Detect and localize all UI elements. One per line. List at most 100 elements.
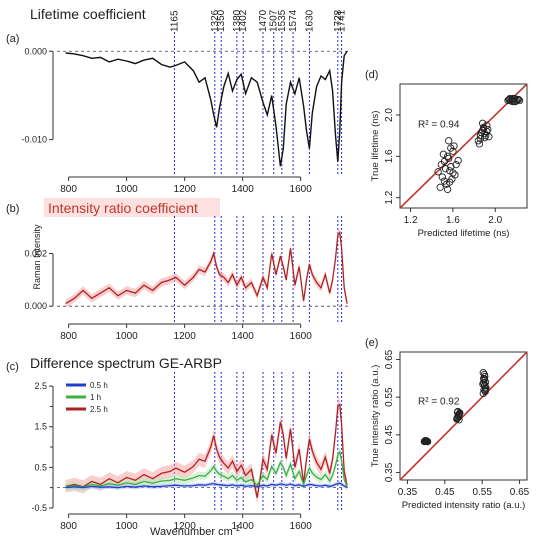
panel-label-b: (b) [6, 203, 19, 215]
panel-label-e: (e) [365, 337, 378, 349]
panel-c-xlabel: Wavenumber cm-1 [150, 524, 240, 538]
panel-b-title-highlight [44, 198, 220, 217]
panel-c-title: Difference spectrum GE-ARBP [30, 355, 222, 371]
wavenumber-label: 1326 [210, 9, 221, 32]
x-tick-label-e: 0.45 [435, 487, 455, 498]
x-tick-label-c: 800 [60, 521, 77, 532]
panel-b-title: Intensity ratio coefficient [48, 200, 198, 216]
data-point-d [449, 169, 457, 177]
x-tick-label-c: 1600 [290, 521, 313, 532]
wavenumber-label: 1630 [304, 9, 315, 32]
wavenumber-label: 1165 [169, 10, 180, 32]
panel-label-a: (a) [6, 33, 19, 45]
data-point-e [422, 437, 430, 445]
y-tick-label-c: 1.5 [34, 422, 47, 432]
data-point-d [478, 119, 487, 127]
wavenumber-label: 1507 [269, 9, 280, 32]
series-line-red [65, 402, 348, 498]
y-tick-label-e: 0.35 [384, 462, 395, 482]
x-tick-label-a: 1000 [115, 184, 138, 195]
data-point-d [485, 133, 493, 141]
data-point-e [455, 416, 463, 424]
data-point-d [439, 150, 448, 158]
x-tick-label-a: 800 [60, 184, 77, 195]
x-tick-label-a: 1400 [232, 184, 255, 195]
y-tick-label-d: 2.0 [384, 108, 395, 122]
lifetime-coefficient-line [65, 50, 348, 167]
x-tick-label-b: 1000 [115, 331, 138, 342]
y-tick-label-a: 0.000 [24, 46, 47, 56]
y-tick-label-c: 2.5 [34, 381, 47, 391]
wavenumber-label: 1402 [238, 9, 249, 32]
identity-line-d [399, 83, 528, 209]
intensity-ratio-band [65, 228, 348, 308]
data-point-d [452, 160, 460, 169]
y-axis-label-d: True lifetime (ns) [370, 111, 381, 182]
x-tick-label-a: 1200 [174, 184, 197, 195]
data-point-d [479, 124, 488, 133]
chart-marks: 800 1000 1200 1400 1600 0.000 -0.010 800 1000 120… [21, 9, 529, 532]
legend-label-green: 1 h [90, 393, 101, 402]
x-tick-label-e: 0.65 [510, 487, 530, 498]
y-axis-label-e: True intensity ratio (a.u.) [370, 365, 381, 468]
legend-label-red: 2.5 h [90, 405, 108, 414]
data-point-d [440, 177, 449, 185]
x-tick-label-b: 1600 [290, 331, 313, 342]
wavenumber-label: 1535 [277, 9, 288, 32]
wavenumber-label: 1470 [258, 9, 269, 32]
x-tick-label-e: 0.35 [398, 487, 418, 498]
panel-a-title: Lifetime coefficient [30, 6, 146, 22]
data-point-d [443, 185, 452, 194]
y-tick-label-d: 1.2 [384, 190, 395, 204]
wavenumber-label: 1728 [333, 9, 344, 32]
identity-line-e [399, 351, 528, 481]
data-point-d [508, 95, 516, 104]
x-tick-label-b: 1400 [232, 331, 255, 342]
r-squared-annotation-e: R² = 0.92 [418, 397, 460, 408]
data-point-d [438, 173, 446, 181]
data-point-d [476, 135, 485, 143]
data-point-d [454, 156, 462, 165]
x-tick-label-c: 1200 [174, 521, 197, 532]
intensity-ratio-line [65, 230, 348, 305]
x-tick-label-d: 1.2 [404, 215, 418, 226]
y-tick-label-a: -0.010 [21, 135, 47, 145]
data-point-d [436, 183, 444, 191]
series-line-green [65, 450, 348, 488]
panel-b-ylabel: Raman Intensity [32, 224, 42, 290]
data-point-d [447, 144, 455, 152]
data-point-d [475, 140, 484, 148]
wavenumber-label: 1380 [232, 9, 243, 32]
y-tick-label-b: 0.002 [24, 249, 47, 259]
data-point-d [437, 160, 445, 169]
x-tick-label-c: 1400 [232, 521, 255, 532]
series-band-red [65, 397, 348, 505]
panel-label-c: (c) [6, 361, 19, 373]
x-tick-label-e: 0.55 [472, 487, 492, 498]
wavenumber-label: 1574 [288, 9, 299, 32]
y-tick-label-c: -0.5 [31, 503, 47, 513]
data-point-d [445, 154, 453, 163]
y-tick-label-c: 0.5 [34, 462, 47, 472]
data-point-e [453, 408, 462, 416]
r-squared-annotation-d: R² = 0.94 [418, 119, 460, 130]
x-axis-label-e: Predicted intensity ratio (a.u.) [402, 500, 526, 511]
y-tick-label-e: 0.65 [384, 349, 395, 369]
data-point-d [510, 97, 518, 106]
legend-label-blue: 0.5 h [90, 381, 108, 390]
data-point-d [441, 165, 450, 173]
data-point-d [515, 96, 524, 105]
y-tick-label-b: 0.000 [24, 301, 47, 311]
y-tick-label-e: 0.45 [384, 425, 395, 445]
data-point-d [474, 137, 482, 145]
x-tick-label-b: 1200 [174, 331, 197, 342]
x-tick-label-b: 800 [60, 331, 77, 342]
data-point-d [445, 137, 453, 145]
wavenumber-label: 1350 [216, 9, 227, 32]
y-tick-label-e: 0.55 [384, 387, 395, 407]
x-tick-label-a: 1600 [290, 184, 313, 195]
data-point-e [454, 411, 462, 419]
y-tick-label-d: 1.6 [384, 149, 395, 163]
x-tick-label-d: 2.0 [488, 215, 502, 226]
